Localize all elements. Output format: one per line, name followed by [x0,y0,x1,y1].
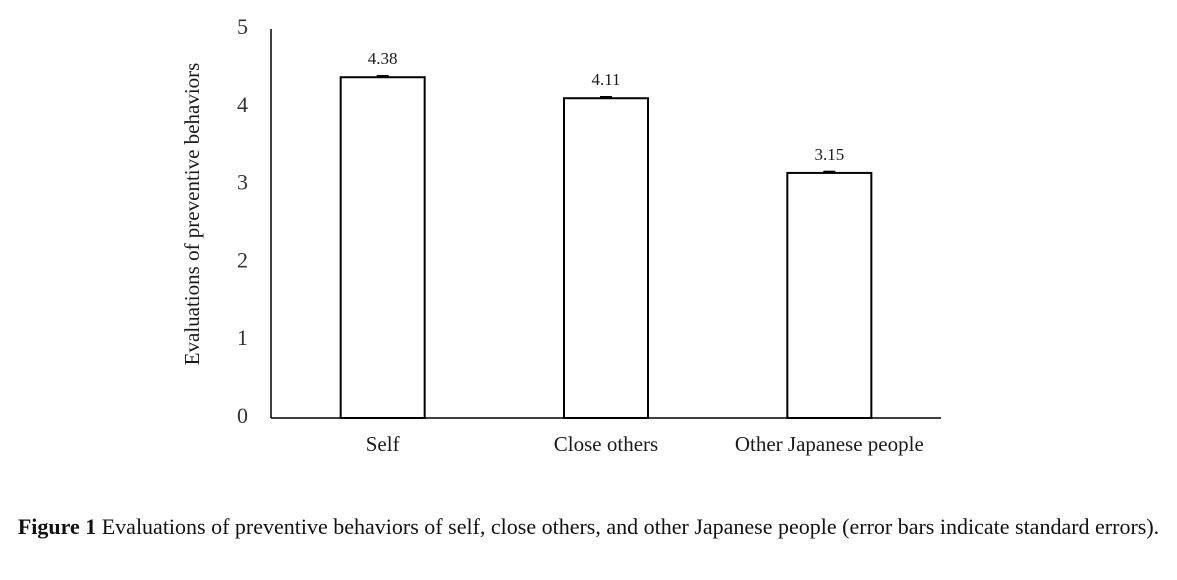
y-tick-label: 0 [237,403,248,428]
y-axis-ticks: 0 1 2 3 4 5 [237,14,248,428]
bar [563,97,649,419]
bar [339,76,426,420]
y-tick-label: 3 [237,170,248,195]
data-labels: 4.38 4.11 3.15 [368,49,844,164]
y-tick-label: 4 [237,92,248,117]
y-tick-label: 1 [237,325,248,350]
category-label: Close others [554,432,658,456]
bar-value-label: 3.15 [814,145,844,164]
bar-value-label: 4.11 [591,70,620,89]
error-bars [376,74,836,173]
y-tick-label: 2 [237,247,248,272]
bar-chart: 0 1 2 3 4 5 4.38 4.11 3.15 Self Close others Othe… [180,14,941,456]
category-label: Other Japanese people [735,432,924,456]
bars [339,76,873,420]
y-tick-label: 5 [237,14,248,39]
bar [786,171,873,419]
figure-caption-text: Evaluations of preventive behaviors of s… [96,514,1160,539]
category-label: Self [366,432,400,456]
figure-caption: Figure 1 Evaluations of preventive behav… [10,512,1167,541]
figure-label: Figure 1 [17,514,97,539]
y-axis-title: Evaluations of preventive behaviors [180,63,204,366]
bar-value-label: 4.38 [368,49,398,68]
x-axis-category-labels: Self Close others Other Japanese people [366,432,924,456]
